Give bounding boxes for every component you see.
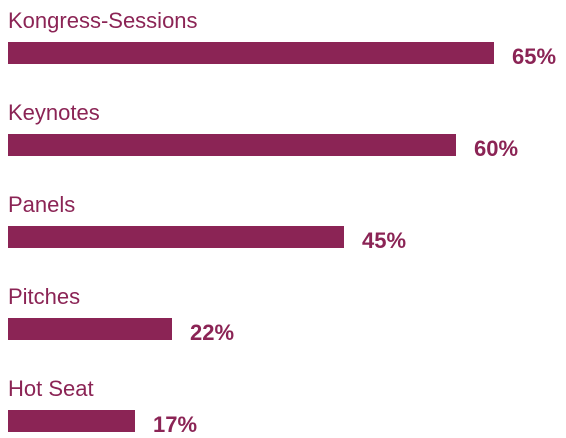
data-label: 60% — [474, 136, 519, 161]
bar — [8, 42, 494, 64]
category-label: Kongress-Sessions — [8, 8, 198, 33]
bar — [8, 134, 456, 156]
data-label: 22% — [190, 320, 235, 345]
bar — [8, 410, 135, 432]
category-label: Keynotes — [8, 100, 100, 125]
bar — [8, 318, 172, 340]
data-label: 17% — [153, 412, 198, 437]
category-label: Panels — [8, 192, 76, 217]
category-label: Pitches — [8, 284, 81, 309]
data-label: 65% — [512, 44, 557, 69]
category-label: Hot Seat — [8, 376, 94, 401]
data-label: 45% — [362, 228, 407, 253]
bar — [8, 226, 344, 248]
